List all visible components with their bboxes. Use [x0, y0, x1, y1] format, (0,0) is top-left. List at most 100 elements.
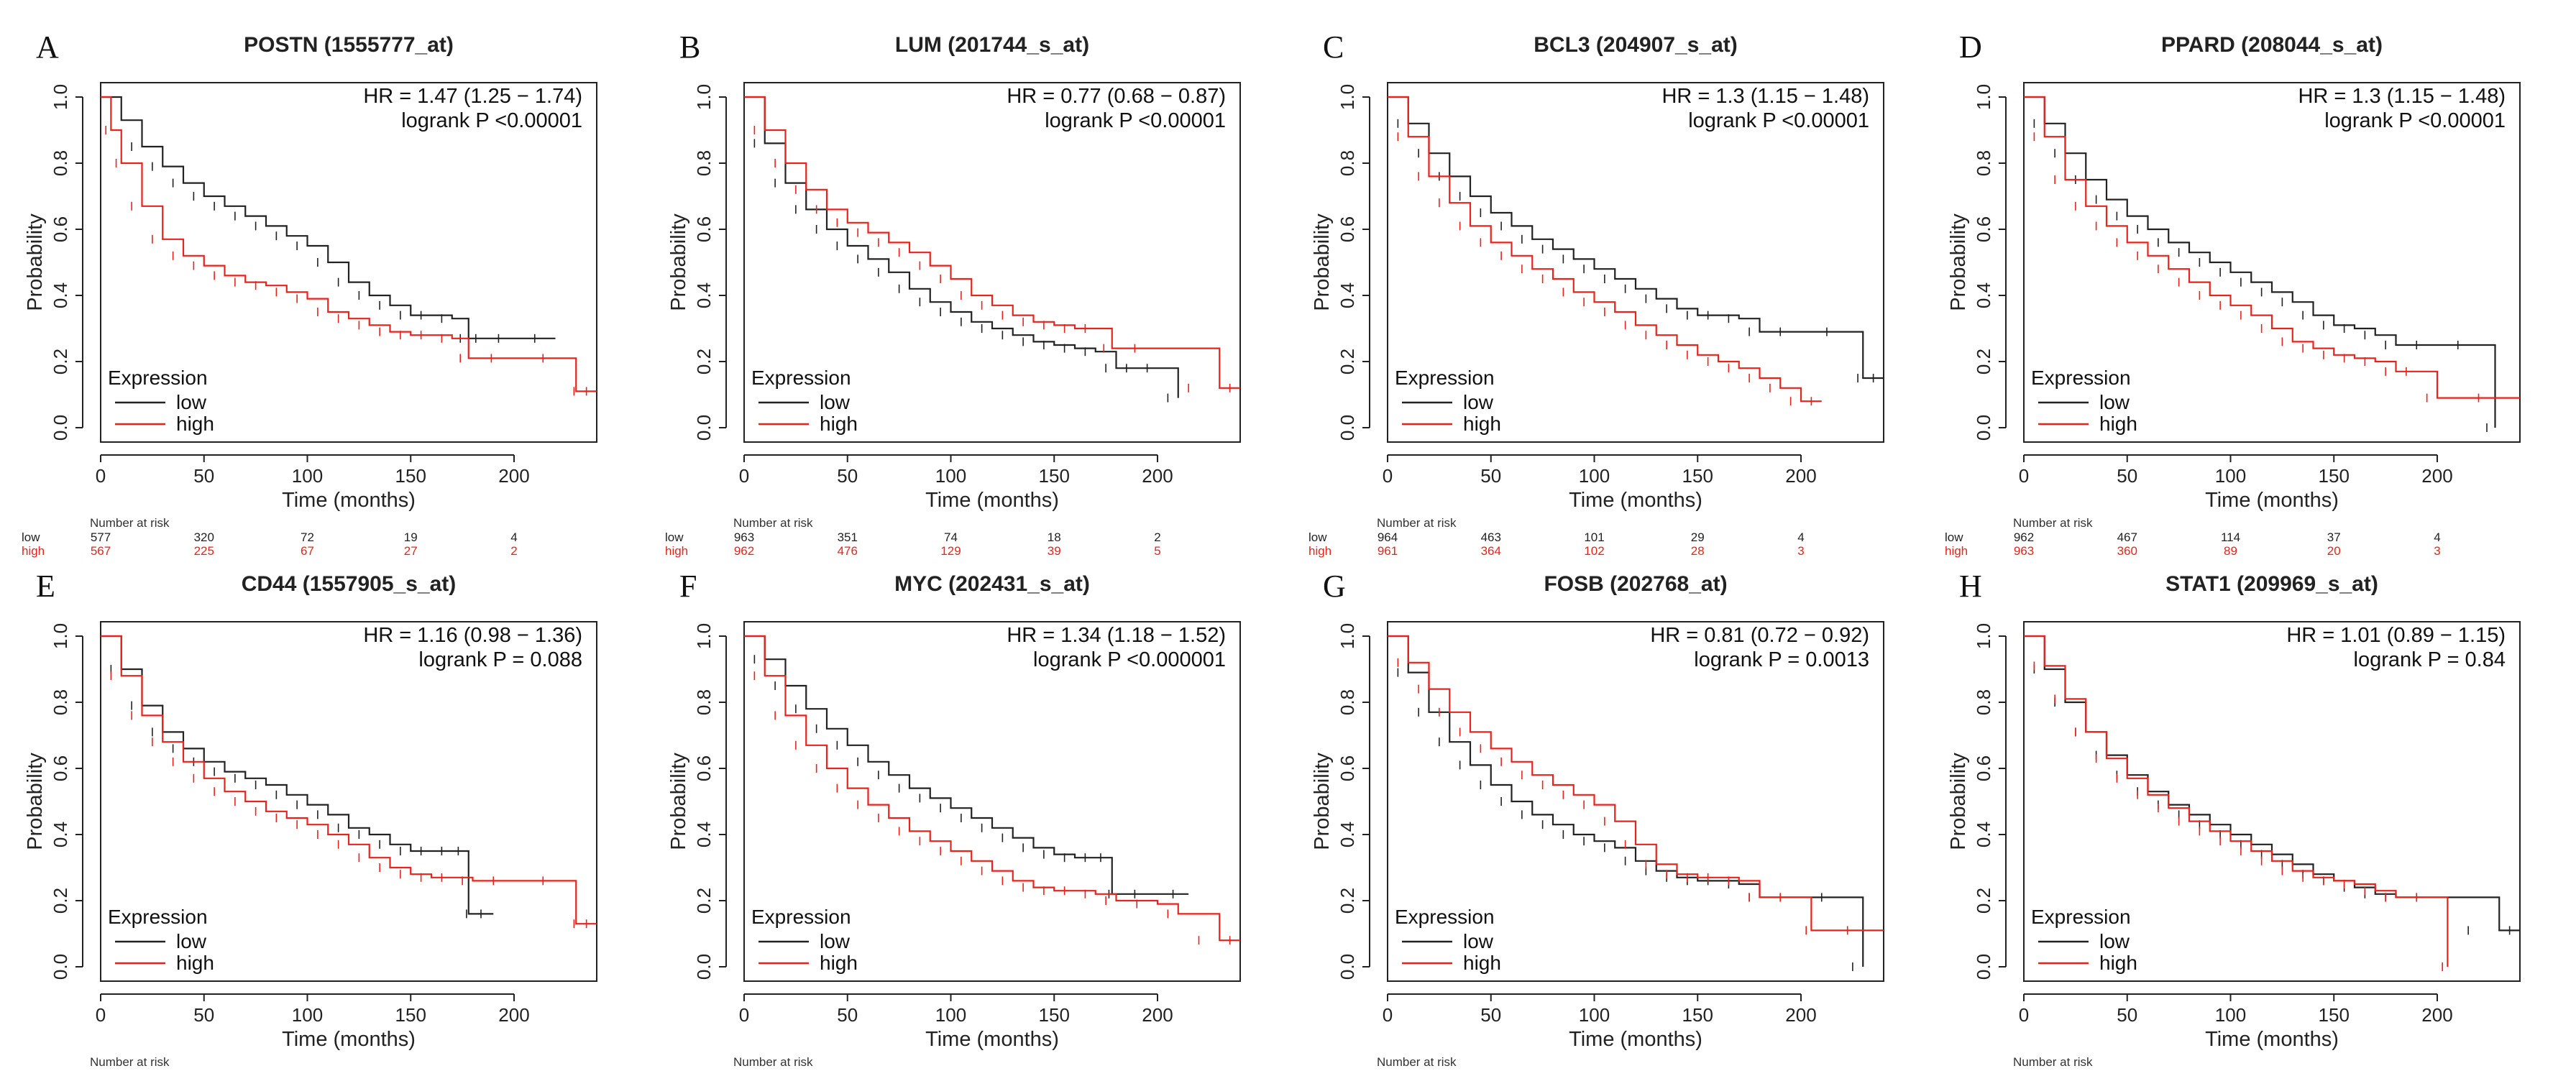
- risk-count: 225: [194, 544, 214, 558]
- y-tick-label: 0.4: [693, 822, 715, 847]
- logrank-p-text: logrank P = 0.0013: [1694, 648, 1869, 671]
- survival-curve-low: [744, 96, 1179, 398]
- x-tick-label: 150: [1682, 465, 1713, 487]
- plot-frame: [1387, 621, 1884, 982]
- risk-count: 37: [2327, 530, 2341, 544]
- legend-label-low: low: [820, 391, 851, 413]
- y-axis-title: Probability: [667, 213, 690, 311]
- x-axis-title: Time (months): [1569, 1028, 1702, 1051]
- risk-count: 320: [194, 530, 214, 544]
- y-tick-label: 1.0: [1337, 84, 1358, 110]
- survival-curve-high: [744, 96, 1240, 389]
- survival-curve-high: [2024, 96, 2520, 399]
- legend-label-high: high: [176, 413, 214, 435]
- risk-row-label: high: [22, 544, 45, 558]
- x-axis-title: Time (months): [925, 489, 1059, 512]
- y-tick-label: 0.6: [693, 755, 715, 781]
- y-axis-title: Probability: [1311, 753, 1334, 850]
- panel-title: LUM (201744_s_at): [895, 33, 1089, 57]
- legend-label-high: high: [2099, 413, 2137, 435]
- risk-count: 72: [301, 530, 314, 544]
- risk-row-label: low: [665, 530, 684, 544]
- x-tick-label: 100: [1579, 465, 1610, 487]
- x-tick-label: 100: [935, 465, 966, 487]
- y-tick-label: 0.2: [1973, 349, 1994, 374]
- risk-count: 962: [2014, 530, 2034, 544]
- risk-count: 101: [1584, 530, 1604, 544]
- y-tick-label: 0.4: [1337, 822, 1358, 847]
- risk-count: 964: [1378, 530, 1398, 544]
- x-tick-label: 0: [739, 1004, 749, 1026]
- risk-row-label: high: [665, 544, 688, 558]
- survival-curve-low: [1388, 96, 1884, 380]
- x-tick-label: 200: [498, 1004, 529, 1026]
- y-tick-label: 0.8: [1337, 150, 1358, 176]
- y-tick-label: 0.0: [1973, 954, 1994, 980]
- x-tick-label: 150: [1682, 1004, 1713, 1026]
- y-tick-label: 0.2: [50, 349, 71, 374]
- y-tick-label: 0.2: [50, 888, 71, 914]
- panel-letter: A: [36, 29, 59, 65]
- x-tick-label: 50: [1480, 1004, 1501, 1026]
- legend-label-low: low: [1463, 391, 1494, 413]
- plot-frame: [743, 82, 1241, 443]
- y-axis-title: Probability: [1947, 753, 1970, 850]
- y-tick-label: 1.0: [693, 623, 715, 649]
- y-tick-label: 0.8: [693, 689, 715, 715]
- risk-row-label: low: [22, 530, 40, 544]
- x-tick-label: 200: [1785, 1004, 1816, 1026]
- km-panel-d: D PPARD (208044_s_at) 0.0 0.2 0.4 0.6 0.8 1.0 Pr…: [1930, 14, 2549, 558]
- risk-count: 3: [2434, 544, 2440, 558]
- risk-count: 102: [1584, 544, 1604, 558]
- hazard-ratio-text: HR = 1.16 (0.98 − 1.36): [363, 624, 582, 647]
- plot-frame: [743, 621, 1241, 982]
- risk-count: 39: [1048, 544, 1061, 558]
- y-tick-label: 0.8: [50, 150, 71, 176]
- x-tick-label: 150: [2319, 1004, 2350, 1026]
- legend-label-high: high: [820, 952, 858, 974]
- survival-curve-high: [1388, 96, 1822, 403]
- x-tick-label: 50: [837, 465, 858, 487]
- y-tick-label: 0.0: [50, 415, 71, 441]
- risk-count: 4: [510, 530, 517, 544]
- x-axis-title: Time (months): [925, 1028, 1059, 1051]
- y-tick-label: 0.0: [693, 415, 715, 441]
- y-tick-label: 0.8: [693, 150, 715, 176]
- x-tick-label: 0: [96, 465, 106, 487]
- plot-frame: [2023, 621, 2521, 982]
- x-tick-label: 0: [739, 465, 749, 487]
- km-plot-svg: F MYC (202431_s_at) 0.0 0.2 0.4 0.6 0.8 1.0 Prob…: [665, 569, 1241, 1071]
- x-tick-label: 50: [2117, 1004, 2137, 1026]
- risk-count: 963: [734, 530, 754, 544]
- panel-title: STAT1 (209969_s_at): [2165, 572, 2378, 596]
- y-tick-label: 0.6: [50, 216, 71, 242]
- km-panel-a: A POSTN (1555777_at) 0.0 0.2 0.4 0.6 0.8 1.0 Pro…: [7, 14, 625, 558]
- plot-frame: [100, 82, 597, 443]
- logrank-p-text: logrank P <0.000001: [1033, 648, 1226, 671]
- y-tick-label: 0.2: [693, 349, 715, 374]
- risk-count: 18: [1048, 530, 1061, 544]
- risk-count: 5: [1154, 544, 1160, 558]
- x-tick-label: 200: [2421, 465, 2452, 487]
- y-tick-label: 0.6: [693, 216, 715, 242]
- legend-title: Expression: [751, 906, 851, 928]
- y-tick-label: 0.0: [1337, 415, 1358, 441]
- risk-count: 2: [510, 544, 517, 558]
- survival-curve-low: [2024, 96, 2496, 428]
- x-tick-label: 0: [2019, 465, 2029, 487]
- hazard-ratio-text: HR = 0.81 (0.72 − 0.92): [1650, 624, 1869, 647]
- km-plot-svg: G FOSB (202768_at) 0.0 0.2 0.4 0.6 0.8 1.0 Proba…: [1308, 569, 1884, 1071]
- panel-title: MYC (202431_s_at): [894, 572, 1090, 596]
- panel-title: BCL3 (204907_s_at): [1534, 33, 1738, 57]
- risk-count: 360: [2117, 544, 2137, 558]
- risk-count: 4: [1797, 530, 1804, 544]
- hazard-ratio-text: HR = 1.47 (1.25 − 1.74): [363, 85, 582, 108]
- x-tick-label: 50: [2117, 465, 2137, 487]
- y-tick-label: 0.8: [50, 689, 71, 715]
- x-tick-label: 150: [1039, 1004, 1070, 1026]
- y-tick-label: 0.0: [693, 954, 715, 980]
- y-tick-label: 1.0: [1337, 623, 1358, 649]
- x-tick-label: 50: [193, 1004, 214, 1026]
- hazard-ratio-text: HR = 1.3 (1.15 − 1.48): [1661, 85, 1869, 108]
